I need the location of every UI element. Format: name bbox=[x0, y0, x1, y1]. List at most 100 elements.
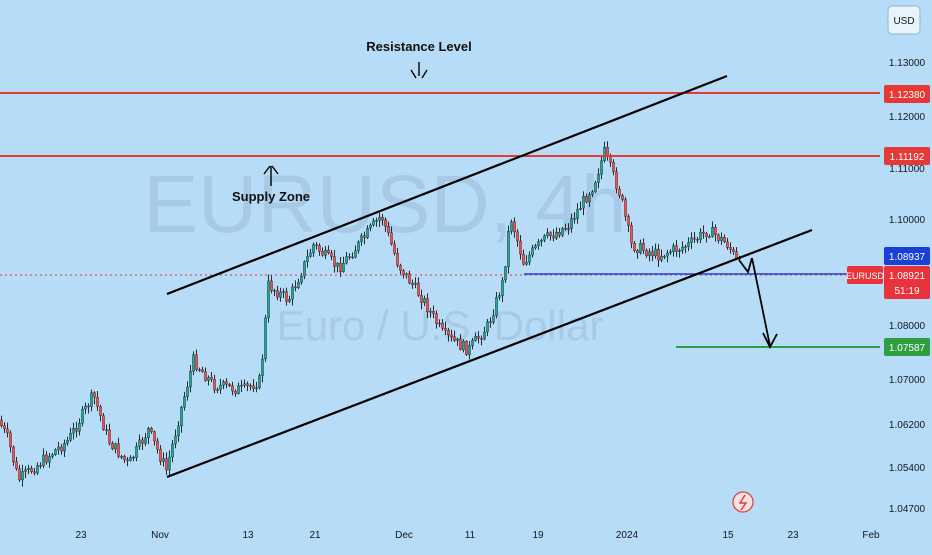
candle-body bbox=[321, 251, 324, 256]
x-tick-label: 13 bbox=[242, 530, 254, 541]
candle-body bbox=[318, 245, 321, 252]
candle-body bbox=[621, 195, 624, 200]
candle-body bbox=[522, 254, 525, 265]
candle-body bbox=[561, 228, 564, 236]
candle-body bbox=[36, 465, 39, 474]
candle-body bbox=[396, 253, 399, 266]
candle-body bbox=[30, 468, 33, 472]
candle-body bbox=[714, 227, 717, 236]
price-tag-current-label: 1.08921 bbox=[889, 271, 926, 282]
candle-body bbox=[696, 239, 699, 241]
candle-body bbox=[567, 228, 570, 230]
candle-body bbox=[492, 315, 495, 323]
x-tick-label: Nov bbox=[151, 530, 169, 541]
candlestick-series bbox=[0, 141, 741, 487]
candle-body bbox=[705, 233, 708, 237]
candle-body bbox=[18, 468, 21, 481]
candle-body bbox=[201, 369, 204, 372]
candle-body bbox=[342, 262, 345, 272]
price-tag-target-label: 1.07587 bbox=[889, 343, 926, 354]
candle-body bbox=[618, 188, 621, 196]
candle-body bbox=[186, 386, 189, 397]
candle-body bbox=[147, 428, 150, 439]
candle-body bbox=[615, 171, 618, 190]
candle-body bbox=[408, 273, 411, 284]
channel-upper-line bbox=[166, 74, 728, 296]
time-axis[interactable]: 23 Nov 13 21 Dec 11 19 2024 15 23 Feb bbox=[75, 530, 880, 541]
candle-body bbox=[501, 279, 504, 296]
candle-body bbox=[216, 389, 219, 391]
candle-body bbox=[279, 291, 282, 298]
candle-body bbox=[87, 405, 90, 408]
candle-body bbox=[477, 336, 480, 339]
candle-body bbox=[126, 459, 129, 462]
candle-body bbox=[90, 392, 93, 407]
candle-body bbox=[276, 290, 279, 298]
candle-body bbox=[363, 235, 366, 238]
candle-body bbox=[195, 354, 198, 370]
candle-body bbox=[153, 431, 156, 442]
candle-body bbox=[471, 340, 474, 346]
x-tick-label: 2024 bbox=[616, 530, 639, 541]
candle-body bbox=[456, 338, 459, 341]
candle-body bbox=[330, 252, 333, 257]
candle-body bbox=[393, 243, 396, 254]
candle-body bbox=[234, 390, 237, 394]
candle-body bbox=[117, 443, 120, 457]
candle-body bbox=[288, 298, 291, 302]
candle-body bbox=[540, 240, 543, 242]
candle-body bbox=[6, 428, 9, 434]
candle-body bbox=[489, 321, 492, 323]
candle-body bbox=[219, 385, 222, 390]
lightning-icon[interactable] bbox=[732, 491, 754, 513]
candle-body bbox=[246, 383, 249, 386]
resistance-arrow-icon bbox=[410, 62, 428, 79]
candle-body bbox=[174, 435, 177, 445]
candle-body bbox=[519, 240, 522, 255]
x-tick-label: 15 bbox=[722, 530, 734, 541]
candle-body bbox=[399, 265, 402, 271]
candle-body bbox=[192, 354, 195, 372]
candle-body bbox=[516, 231, 519, 242]
candle-body bbox=[552, 235, 555, 239]
candle-body bbox=[300, 275, 303, 283]
candle-body bbox=[57, 446, 60, 450]
candle-body bbox=[585, 196, 588, 203]
candle-body bbox=[555, 232, 558, 239]
candle-body bbox=[411, 282, 414, 285]
candle-body bbox=[678, 250, 681, 252]
candle-body bbox=[387, 226, 390, 233]
candle-body bbox=[357, 241, 360, 251]
candle-body bbox=[726, 241, 729, 248]
candle-body bbox=[684, 246, 687, 248]
candle-body bbox=[42, 454, 45, 466]
supply-arrow-icon bbox=[263, 165, 279, 186]
candle-body bbox=[306, 256, 309, 262]
candle-body bbox=[72, 428, 75, 434]
candle-body bbox=[0, 419, 3, 427]
candle-body bbox=[627, 216, 630, 226]
price-axis[interactable]: USD 1.130001.120001.110001.100001.090001… bbox=[882, 0, 932, 550]
y-tick-label: 1.12000 bbox=[889, 112, 926, 123]
candle-body bbox=[432, 311, 435, 314]
candle-body bbox=[168, 456, 171, 471]
currency-button[interactable] bbox=[887, 5, 921, 35]
candle-body bbox=[198, 369, 201, 371]
candle-body bbox=[180, 407, 183, 427]
candle-body bbox=[327, 249, 330, 253]
candle-body bbox=[672, 245, 675, 252]
candle-body bbox=[606, 146, 609, 156]
candle-body bbox=[513, 221, 516, 233]
candle-body bbox=[237, 385, 240, 394]
candle-body bbox=[264, 317, 267, 360]
channel-lower-line bbox=[166, 228, 813, 479]
candle-body bbox=[63, 442, 66, 452]
candle-body bbox=[369, 224, 372, 229]
candle-body bbox=[156, 440, 159, 450]
candle-body bbox=[360, 235, 363, 243]
symbol-watermark: EURUSD, 4h bbox=[143, 159, 626, 250]
candle-body bbox=[228, 384, 231, 386]
candle-body bbox=[60, 446, 63, 452]
candle-body bbox=[258, 375, 261, 388]
